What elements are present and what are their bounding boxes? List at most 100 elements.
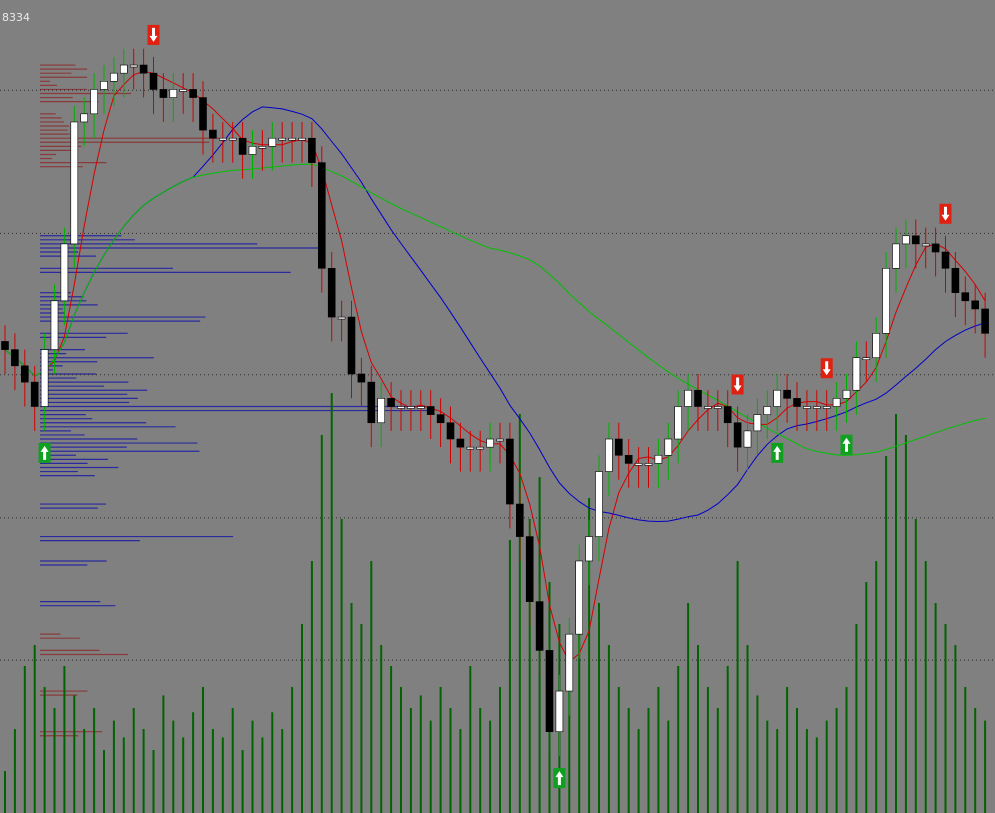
candle-body bbox=[209, 129, 217, 139]
buy-signal bbox=[553, 768, 566, 789]
candle-body bbox=[110, 72, 118, 82]
candle-body bbox=[139, 64, 148, 74]
candle-body bbox=[753, 414, 762, 432]
candle-body bbox=[219, 137, 227, 141]
price-label: 8334 bbox=[2, 11, 30, 24]
candle-body bbox=[476, 446, 485, 450]
candle-body bbox=[832, 398, 841, 407]
candle-body bbox=[733, 422, 742, 448]
candle-body bbox=[169, 89, 178, 98]
candle-body bbox=[357, 373, 366, 383]
candle-body bbox=[822, 406, 831, 409]
candle-body bbox=[506, 438, 514, 505]
candle-body bbox=[258, 146, 267, 149]
sell-signal bbox=[731, 374, 744, 395]
candle-body bbox=[941, 251, 950, 269]
candle-body bbox=[515, 503, 524, 537]
candle-body bbox=[981, 308, 989, 334]
candle-body bbox=[931, 243, 940, 253]
candle-body bbox=[783, 389, 791, 399]
candle-body bbox=[416, 406, 425, 409]
candle-body bbox=[377, 398, 386, 424]
candle-body bbox=[713, 406, 722, 409]
candle-body bbox=[773, 389, 782, 407]
candle-body bbox=[327, 267, 336, 318]
candle-body bbox=[426, 406, 435, 415]
candle-body bbox=[317, 162, 326, 269]
candle-body bbox=[585, 536, 593, 562]
candle-body bbox=[179, 89, 187, 92]
candle-body bbox=[129, 64, 138, 68]
candle-body bbox=[367, 381, 376, 424]
candle-body bbox=[902, 235, 910, 245]
candle-body bbox=[674, 406, 683, 440]
candle-body bbox=[882, 267, 890, 334]
candle-body bbox=[238, 137, 247, 155]
candle-body bbox=[446, 422, 455, 440]
candle-body bbox=[387, 398, 395, 407]
candle-body bbox=[159, 89, 168, 98]
candle-body bbox=[60, 243, 69, 302]
candle-body bbox=[694, 389, 702, 407]
candle-body bbox=[803, 406, 811, 409]
candle-body bbox=[268, 137, 277, 147]
candle-body bbox=[337, 316, 346, 320]
candle-body bbox=[1, 341, 9, 350]
candle-body bbox=[288, 137, 296, 141]
buy-signal bbox=[771, 442, 784, 463]
candle-body bbox=[189, 89, 197, 98]
candle-body bbox=[20, 365, 29, 383]
candle-body bbox=[486, 438, 494, 448]
candle-body bbox=[535, 601, 544, 651]
candle-body bbox=[723, 406, 732, 424]
candle-body bbox=[149, 72, 158, 90]
buy-signal bbox=[38, 442, 51, 463]
candle-body bbox=[812, 406, 821, 409]
sell-signal bbox=[820, 358, 833, 379]
candle-body bbox=[436, 414, 445, 424]
candle-body bbox=[50, 300, 59, 350]
candle-body bbox=[842, 389, 851, 399]
candle-body bbox=[456, 438, 465, 448]
candle-body bbox=[80, 113, 88, 123]
candle-body bbox=[555, 690, 564, 732]
candle-body bbox=[654, 454, 663, 464]
candle-body bbox=[397, 406, 405, 409]
candle-body bbox=[763, 406, 772, 415]
candle-body bbox=[525, 536, 534, 602]
candle-body bbox=[575, 560, 584, 635]
buy-signal bbox=[840, 434, 853, 455]
candle-body bbox=[862, 357, 871, 361]
candle-body bbox=[40, 349, 49, 407]
candle-body bbox=[704, 406, 712, 409]
candle-body bbox=[228, 137, 237, 141]
candle-body bbox=[11, 349, 19, 367]
sell-signal bbox=[147, 24, 160, 45]
candle-body bbox=[644, 463, 653, 466]
candle-body bbox=[100, 81, 108, 90]
candle-body bbox=[951, 267, 960, 293]
candle-body bbox=[545, 650, 554, 733]
candle-body bbox=[852, 357, 861, 391]
candle-body bbox=[911, 235, 920, 245]
candle-body bbox=[347, 316, 356, 375]
candle-body bbox=[466, 446, 475, 450]
candle-body bbox=[743, 430, 752, 448]
candle-body bbox=[605, 438, 613, 472]
candle-body bbox=[278, 137, 287, 141]
candle-body bbox=[664, 438, 673, 456]
candle-body bbox=[872, 333, 881, 359]
candle-body bbox=[961, 292, 970, 302]
candle-body bbox=[70, 121, 79, 245]
candle-body bbox=[308, 137, 316, 163]
candle-body bbox=[614, 438, 623, 456]
candle-body bbox=[634, 463, 643, 466]
candle-body bbox=[595, 471, 603, 537]
candle-body bbox=[248, 146, 257, 155]
candle-body bbox=[565, 633, 574, 692]
candle-body bbox=[120, 64, 128, 74]
candle-body bbox=[921, 243, 930, 247]
candle-body bbox=[30, 381, 39, 407]
candle-body bbox=[298, 137, 306, 141]
